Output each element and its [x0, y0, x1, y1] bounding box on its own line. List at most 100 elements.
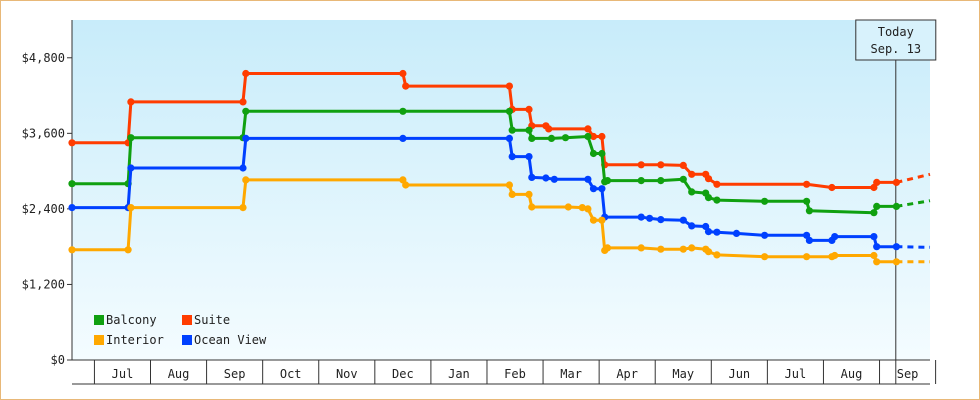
data-point-balcony	[68, 180, 75, 187]
legend-swatch-balcony	[94, 315, 104, 325]
data-point-interior	[713, 251, 720, 258]
data-point-ocean-view	[399, 135, 406, 142]
data-point-suite	[828, 184, 835, 191]
y-tick-label: $3,600	[22, 126, 65, 140]
data-point-ocean-view	[506, 135, 513, 142]
x-tick-label: Oct	[280, 367, 302, 381]
data-point-balcony	[688, 188, 695, 195]
data-point-balcony	[590, 150, 597, 157]
data-point-interior	[127, 204, 134, 211]
data-point-balcony	[870, 209, 877, 216]
x-tick-label: Jan	[448, 367, 470, 381]
data-point-suite	[803, 181, 810, 188]
data-point-ocean-view	[551, 176, 558, 183]
data-point-interior	[528, 203, 535, 210]
data-point-ocean-view	[713, 229, 720, 236]
data-point-ocean-view	[705, 228, 712, 235]
data-point-balcony	[562, 134, 569, 141]
data-point-balcony	[584, 133, 591, 140]
data-point-balcony	[873, 203, 880, 210]
x-tick-label: Jun	[728, 367, 750, 381]
data-point-suite	[680, 162, 687, 169]
data-point-ocean-view	[873, 243, 880, 250]
data-point-balcony	[548, 135, 555, 142]
data-point-interior	[657, 246, 664, 253]
data-point-ocean-view	[525, 153, 532, 160]
legend-label-balcony: Balcony	[106, 313, 157, 327]
data-point-suite	[638, 161, 645, 168]
data-point-ocean-view	[870, 233, 877, 240]
x-tick-label: Sep	[897, 367, 919, 381]
x-tick-label: Dec	[392, 367, 414, 381]
data-point-suite	[127, 98, 134, 105]
x-tick-label: Nov	[336, 367, 358, 381]
data-point-suite	[584, 125, 591, 132]
data-point-suite	[705, 175, 712, 182]
data-point-suite	[545, 125, 552, 132]
data-point-balcony	[680, 176, 687, 183]
data-point-suite	[506, 83, 513, 90]
data-point-interior	[803, 253, 810, 260]
legend-swatch-interior	[94, 335, 104, 345]
x-tick-label: Feb	[504, 367, 526, 381]
data-point-ocean-view	[598, 185, 605, 192]
data-point-interior	[68, 246, 75, 253]
data-point-ocean-view	[831, 233, 838, 240]
data-point-interior	[688, 244, 695, 251]
data-point-balcony	[638, 177, 645, 184]
data-point-ocean-view	[657, 216, 664, 223]
data-point-ocean-view	[509, 153, 516, 160]
data-point-interior	[402, 181, 409, 188]
y-axis: $0 $1,200 $2,400 $3,600 $4,800	[22, 20, 72, 367]
data-point-balcony	[127, 134, 134, 141]
data-point-interior	[506, 181, 513, 188]
data-point-interior	[870, 252, 877, 259]
data-point-interior	[565, 203, 572, 210]
data-point-interior	[761, 253, 768, 260]
data-point-interior	[638, 244, 645, 251]
data-point-interior	[604, 244, 611, 251]
x-tick-label: Jul	[785, 367, 807, 381]
data-point-ocean-view	[68, 204, 75, 211]
data-point-ocean-view	[542, 174, 549, 181]
data-point-ocean-view	[646, 215, 653, 222]
x-tick-label: May	[672, 367, 694, 381]
legend-label-ocean-view: Ocean View	[194, 333, 267, 347]
data-point-suite	[873, 179, 880, 186]
data-point-interior	[584, 205, 591, 212]
data-point-balcony	[509, 127, 516, 134]
data-point-balcony	[506, 108, 513, 115]
data-point-suite	[713, 181, 720, 188]
data-point-ocean-view	[127, 164, 134, 171]
data-point-interior	[590, 217, 597, 224]
data-point-suite	[68, 139, 75, 146]
data-point-interior	[873, 258, 880, 265]
data-point-interior	[680, 246, 687, 253]
data-point-interior	[509, 191, 516, 198]
data-point-ocean-view	[680, 217, 687, 224]
x-tick-label: Jul	[112, 367, 134, 381]
data-point-suite	[657, 161, 664, 168]
y-tick-label: $0	[51, 353, 65, 367]
data-point-interior	[705, 248, 712, 255]
x-tick-label: Aug	[168, 367, 190, 381]
data-point-suite	[525, 106, 532, 113]
data-point-balcony	[604, 177, 611, 184]
data-point-ocean-view	[761, 232, 768, 239]
legend-label-interior: Interior	[106, 333, 164, 347]
data-point-balcony	[657, 177, 664, 184]
data-point-suite	[402, 83, 409, 90]
y-tick-label: $4,800	[22, 51, 65, 65]
data-point-interior	[525, 191, 532, 198]
legend-label-suite: Suite	[194, 313, 230, 327]
data-point-interior	[239, 204, 246, 211]
data-point-balcony	[598, 150, 605, 157]
data-point-balcony	[399, 108, 406, 115]
data-point-ocean-view	[590, 185, 597, 192]
data-point-balcony	[806, 207, 813, 214]
data-point-ocean-view	[584, 176, 591, 183]
x-tick-label: Aug	[841, 367, 863, 381]
data-point-interior	[598, 217, 605, 224]
x-axis: Jul Aug Sep Oct Nov Dec Jan Feb Mar Apr May Jun Jul A…	[72, 360, 936, 384]
